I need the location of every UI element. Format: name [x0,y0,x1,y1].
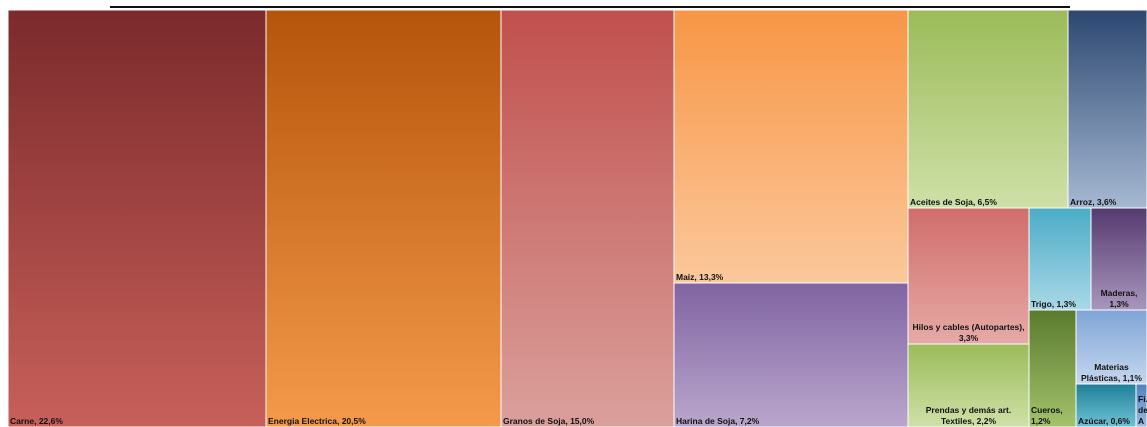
treemap-label-azucar: Azúcar, 0,6% [1078,416,1130,426]
treemap-tile-prendas-y-demas-art-textiles [907,343,1030,427]
treemap-label-energia-electrica: Energia Electrica, 20,5% [268,416,366,426]
treemap-label-granos-de-soja: Granos de Soja, 15,0% [503,416,595,426]
treemap-label-cueros: Cueros, 1,2% [1031,405,1063,426]
treemap-tile-azucar [1075,383,1137,427]
treemap-label-hilos-y-cables-autopartes: Hilos y cables (Autopartes), 3,3% [913,322,1025,343]
treemap-label-harina-de-soja: Harina de Soja, 7,2% [676,416,760,426]
treemap-tile-hilos-y-cables-autopartes [907,207,1030,345]
treemap-label-aceites-de-soja: Aceites de Soja, 6,5% [910,197,997,207]
treemap-tile-energia-electrica [265,9,502,427]
treemap-label-maiz: Maiz, 13,3% [676,272,724,282]
treemap-tile-aceites-de-soja [907,9,1069,209]
treemap-tile-carne [7,9,267,427]
treemap-label-carne: Carne, 22,6% [10,416,63,426]
treemap-label-fi-de-a: Fi. de A [1138,394,1147,426]
treemap-label-arroz: Arroz, 3,6% [1070,197,1117,207]
title-underline [110,6,1070,8]
treemap-tile-trigo [1028,207,1092,311]
treemap-label-materias-plasticas: Materias Plásticas, 1,1% [1081,362,1142,383]
treemap-tile-harina-de-soja [673,282,909,427]
treemap-label-maderas: Maderas, 1,3% [1101,288,1138,309]
treemap-label-prendas-y-demas-art-textiles: Prendas y demás art. Textiles, 2,2% [926,405,1012,426]
treemap-label-trigo: Trigo, 1,3% [1031,299,1076,309]
treemap-tile-arroz [1067,9,1147,209]
treemap-tile-fi-de-a [1135,383,1147,427]
treemap-tile-materias-plasticas [1075,309,1147,385]
treemap-tile-granos-de-soja [500,9,675,427]
treemap-tile-maiz [673,9,909,284]
